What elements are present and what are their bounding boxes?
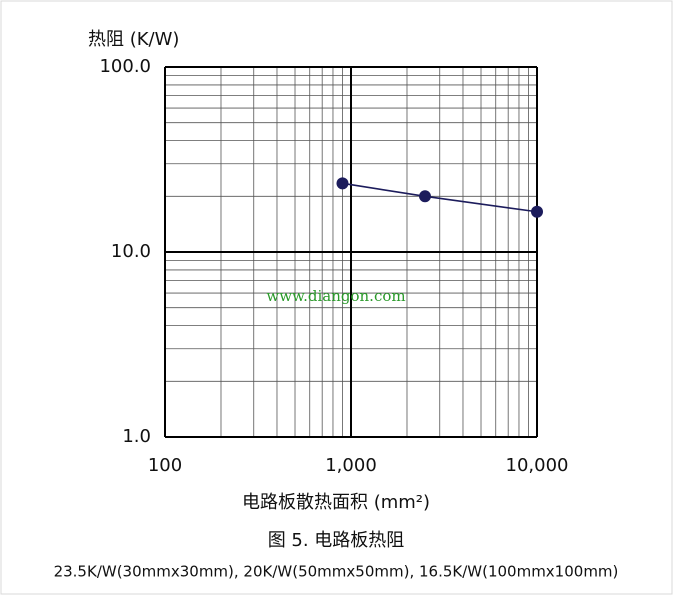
y-tick-label: 1.0 [122,426,151,447]
watermark: www.diangon.com [266,287,405,305]
x-tick-label: 100 [148,455,182,476]
note: 23.5K/W(30mmx30mm), 20K/W(50mmx50mm), 16… [54,563,619,581]
y-axis-label: 热阻 (K/W) [88,29,179,50]
y-tick-label: 10.0 [111,241,151,262]
point [419,190,432,203]
x-axis-label: 电路板散热面积 (mm²) [242,492,430,513]
y-tick-label: 100.0 [99,56,151,77]
x-tick-label: 1,000 [325,455,377,476]
point [336,177,349,190]
point [531,205,543,218]
caption: 图 5. 电路板热阻 [268,530,405,551]
x-tick-label: 10,000 [506,455,569,476]
